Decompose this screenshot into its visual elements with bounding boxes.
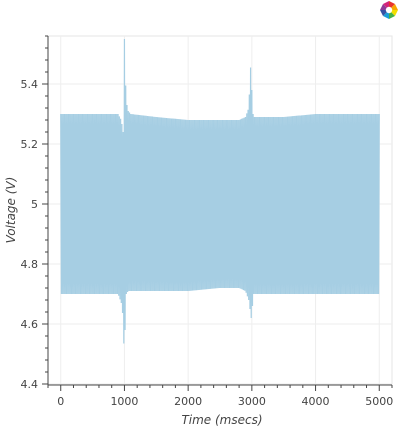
y-tick-label: 4.6	[21, 318, 39, 331]
y-tick-label: 5.4	[21, 78, 39, 91]
y-tick-label: 5	[31, 198, 38, 211]
y-axis-label: Voltage (V)	[4, 177, 18, 244]
voltage-series	[60, 38, 380, 344]
x-tick-label: 3000	[238, 395, 266, 408]
x-tick-label: 4000	[302, 395, 330, 408]
x-tick-label: 0	[57, 395, 64, 408]
x-axis-label: Time (msecs)	[181, 413, 262, 427]
x-tick-label: 1000	[110, 395, 138, 408]
series-line	[60, 38, 380, 344]
x-tick-label: 2000	[174, 395, 202, 408]
y-tick-label: 5.2	[21, 138, 39, 151]
x-tick-label: 5000	[365, 395, 393, 408]
axes: 0 1000 2000 3000 4000 5000 4.4 4.6 4.8 5 5.2 5.4	[21, 35, 393, 408]
y-tick-label: 4.4	[21, 378, 39, 391]
bokeh-logo-icon[interactable]	[380, 1, 398, 19]
y-tick-label: 4.8	[21, 258, 39, 271]
